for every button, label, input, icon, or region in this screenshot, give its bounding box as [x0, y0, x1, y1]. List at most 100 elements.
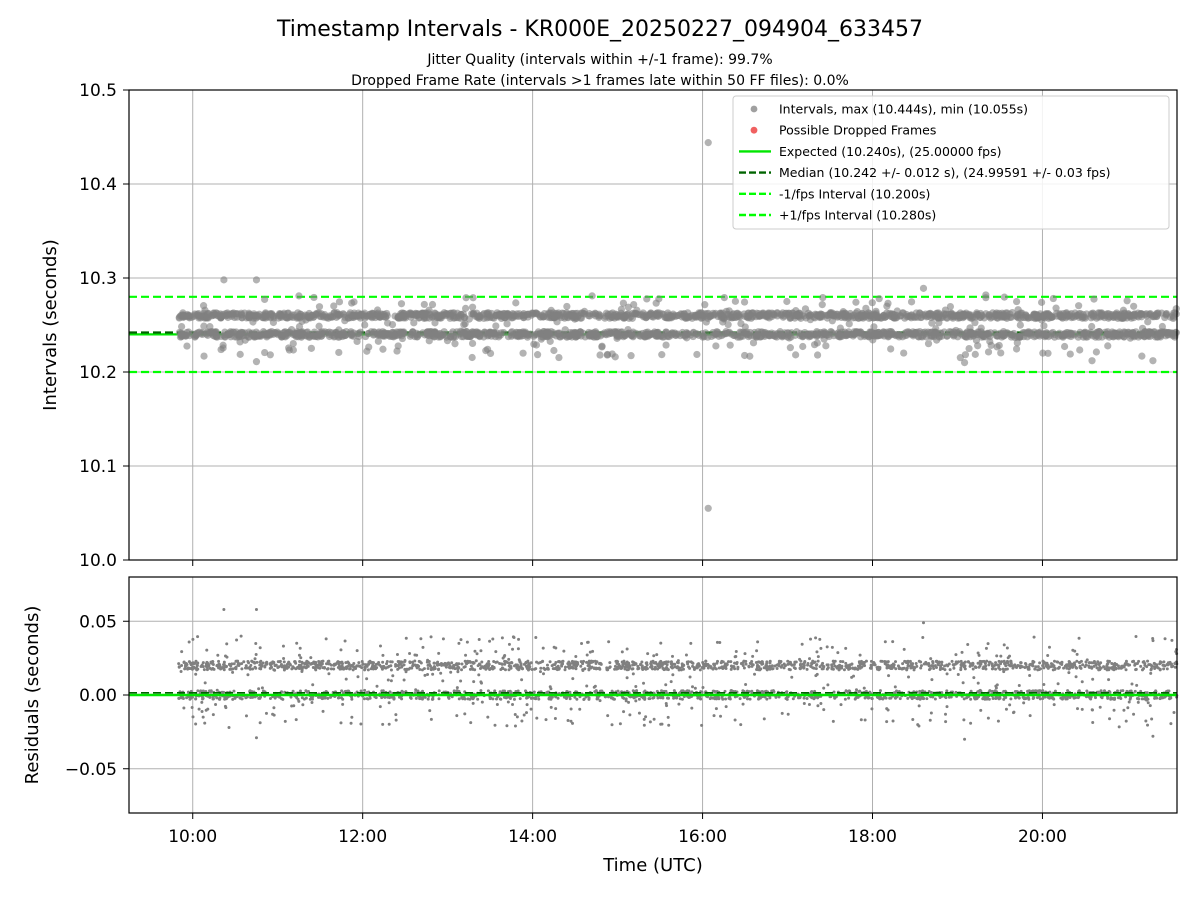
residual-point — [768, 661, 772, 665]
interval-point — [887, 331, 895, 339]
interval-point — [306, 314, 314, 322]
interval-point — [1083, 310, 1091, 318]
interval-point — [874, 313, 883, 321]
residual-point — [527, 661, 531, 665]
residual-point — [978, 659, 982, 663]
residual-point — [499, 668, 503, 672]
residual-point — [1067, 671, 1071, 675]
residual-point — [324, 637, 328, 641]
residual-point — [391, 674, 395, 678]
residual-point — [1135, 683, 1139, 687]
residual-point — [982, 659, 986, 663]
residual-point — [1168, 660, 1172, 664]
interval-point — [336, 310, 344, 318]
interval-point — [530, 331, 538, 339]
residual-point — [1028, 674, 1032, 678]
residual-point — [361, 662, 365, 666]
residual-point — [863, 696, 867, 700]
residual-point — [437, 651, 441, 655]
residual-point — [177, 662, 181, 666]
residual-point — [671, 665, 675, 669]
residual-point — [1013, 690, 1017, 694]
residual-point — [408, 696, 412, 700]
interval-point — [397, 300, 406, 308]
residual-point — [719, 661, 723, 665]
residual-point — [500, 636, 504, 640]
interval-point — [519, 349, 527, 357]
interval-point — [1047, 331, 1055, 339]
interval-point — [958, 312, 966, 320]
interval-point — [374, 309, 382, 317]
residual-point — [1084, 663, 1088, 667]
residual-point — [450, 661, 454, 665]
interval-point — [356, 310, 364, 319]
residual-point — [701, 686, 705, 690]
residual-point — [1019, 661, 1023, 665]
interval-point — [818, 301, 826, 309]
interval-point — [686, 331, 695, 339]
interval-point — [468, 303, 477, 311]
residual-point — [945, 705, 949, 709]
interval-point — [584, 312, 593, 320]
residual-point — [976, 681, 980, 685]
interval-point — [1127, 314, 1135, 322]
interval-point — [792, 351, 800, 359]
interval-point — [900, 349, 908, 357]
residual-point — [709, 666, 713, 670]
residual-point — [218, 696, 222, 700]
interval-point — [853, 312, 862, 320]
residual-point — [676, 659, 680, 663]
residual-point — [800, 642, 804, 646]
residual-point — [441, 679, 445, 683]
interval-point — [335, 298, 344, 306]
residual-point — [182, 706, 186, 710]
residual-point — [963, 667, 967, 671]
residual-point — [360, 666, 364, 670]
interval-point — [907, 298, 916, 306]
interval-point — [177, 322, 186, 331]
y-tick-label: 10.4 — [79, 175, 117, 195]
residual-point — [1066, 689, 1070, 693]
residual-point — [543, 667, 547, 671]
residual-point — [1059, 661, 1063, 665]
residual-point — [549, 705, 553, 709]
interval-point — [460, 321, 468, 329]
residual-point — [339, 696, 343, 700]
interval-point — [924, 340, 933, 348]
residual-point — [985, 659, 989, 663]
interval-point — [588, 292, 596, 300]
residual-point — [1027, 689, 1031, 693]
residual-point — [1173, 662, 1177, 666]
interval-point — [909, 330, 917, 339]
interval-point — [538, 333, 546, 341]
residual-point — [284, 664, 288, 668]
residual-point — [309, 656, 313, 660]
interval-point — [925, 310, 933, 318]
residual-point — [1075, 659, 1079, 663]
interval-point — [1022, 311, 1030, 320]
residual-point — [366, 668, 370, 672]
residual-point — [914, 662, 918, 666]
y-tick-label: 10.2 — [79, 363, 117, 383]
interval-point — [199, 302, 208, 310]
interval-point — [701, 301, 709, 309]
interval-point — [737, 319, 745, 328]
interval-point — [576, 328, 584, 336]
residual-point — [733, 718, 737, 722]
interval-point — [315, 303, 324, 311]
residual-point — [669, 662, 673, 666]
residual-point — [762, 717, 766, 721]
residual-point — [457, 641, 461, 645]
interval-point — [547, 306, 555, 314]
residual-point — [200, 700, 204, 704]
residual-point — [744, 662, 748, 666]
residual-point — [201, 715, 205, 719]
residual-point — [231, 670, 235, 674]
interval-point — [261, 295, 269, 304]
residual-point — [518, 697, 522, 701]
residual-point — [667, 723, 671, 727]
residual-point — [298, 646, 302, 650]
residual-point — [260, 686, 264, 690]
interval-point — [662, 341, 670, 349]
residual-point — [921, 636, 925, 640]
